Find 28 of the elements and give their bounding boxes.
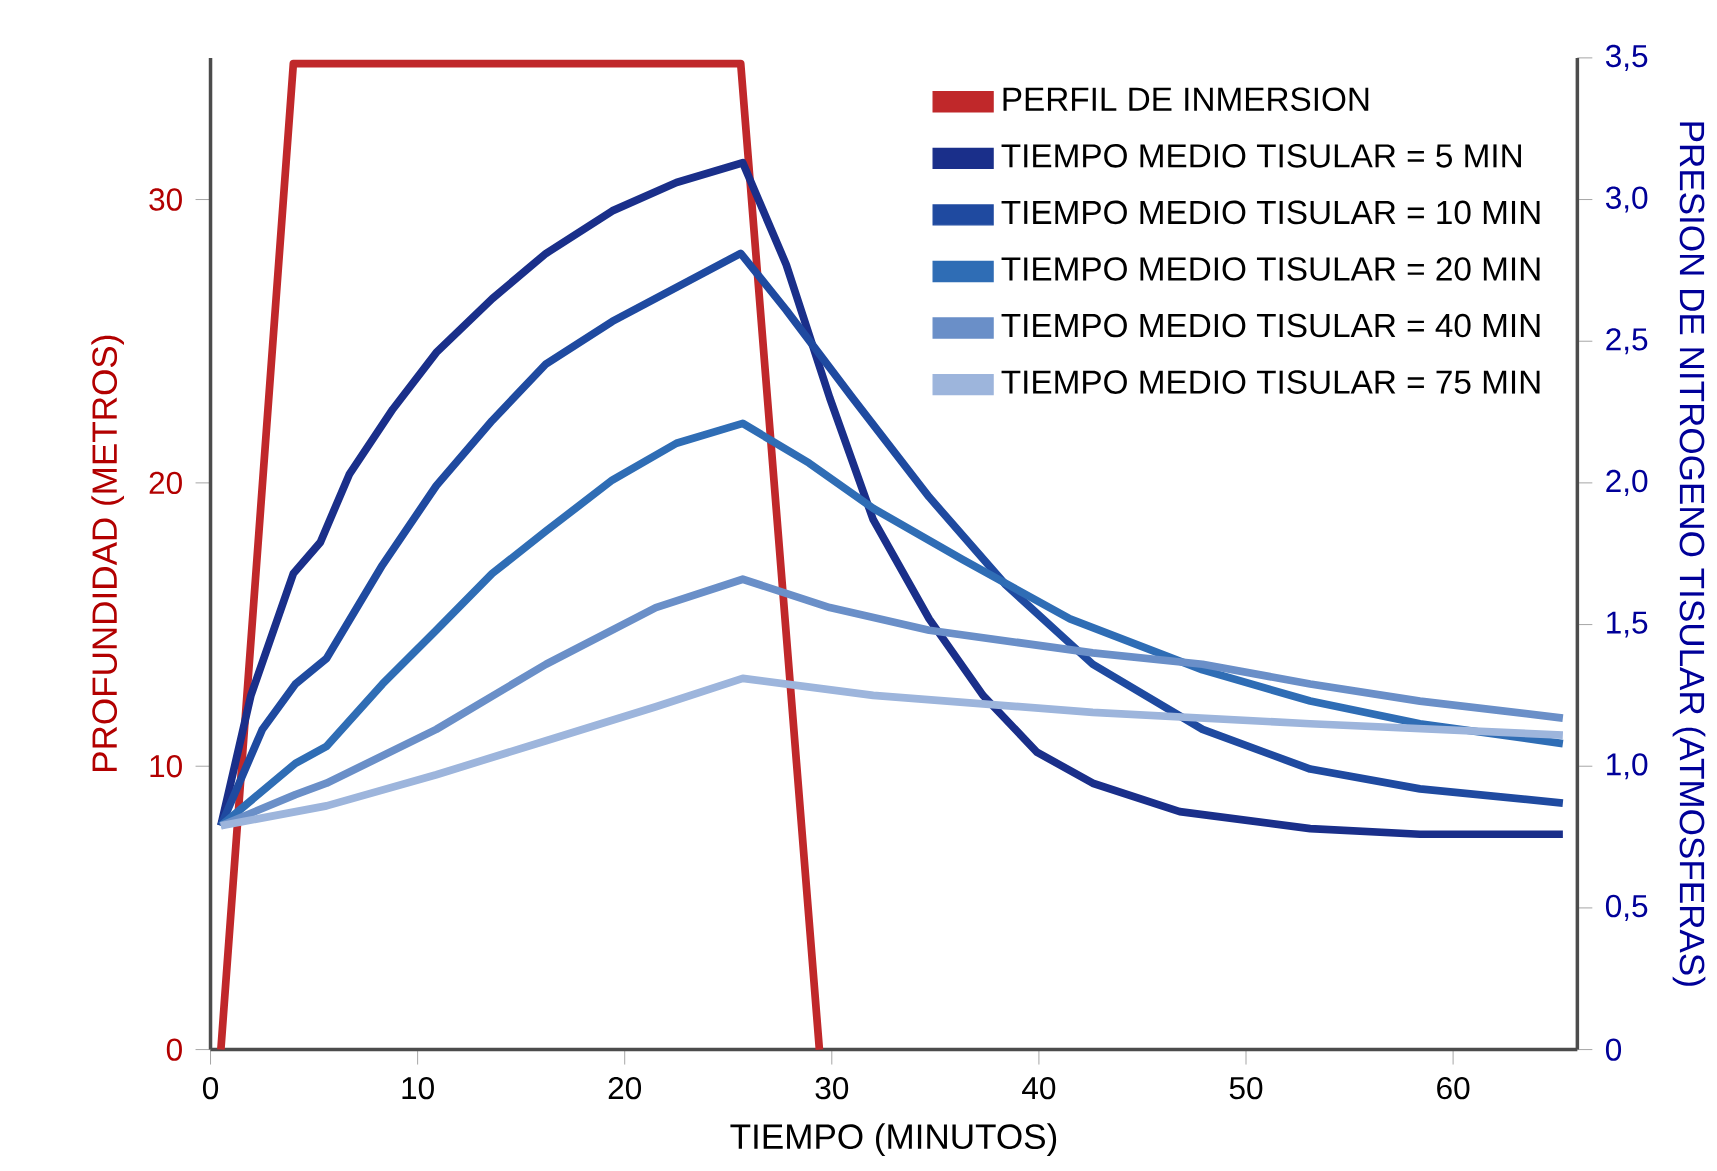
legend-label: TIEMPO MEDIO TISULAR = 40 MIN	[1001, 313, 1540, 338]
y2-tick-label: 2,0	[1606, 469, 1648, 496]
y2-tick-label: 0,5	[1605, 894, 1648, 921]
y-tick-label: 30	[149, 188, 182, 211]
y-tick-label: 20	[149, 471, 182, 494]
y2-axis-title: PRESION DE NITROGENO TISULAR (ATMOSFERAS)	[1672, 122, 1706, 986]
y2-tick-label: 2,5	[1606, 328, 1648, 355]
y-axis-title: PROFUNDIDAD (METROS)	[91, 335, 124, 771]
y2-tick-label: 3,0	[1605, 186, 1648, 213]
y2-tick-label: 3,5	[1605, 44, 1648, 71]
legend-label: TIEMPO MEDIO TISULAR = 5 MIN	[1001, 143, 1521, 168]
legend-label: TIEMPO MEDIO TISULAR = 10 MIN	[1001, 200, 1540, 225]
y2-tick-label: 1,5	[1607, 611, 1648, 638]
y-tick-label: 0	[166, 1038, 182, 1061]
x-tick-label: 20	[608, 1076, 642, 1100]
legend-label: TIEMPO MEDIO TISULAR = 75 MIN	[1001, 370, 1540, 394]
x-tick-label: 10	[402, 1076, 434, 1100]
x-tick-label: 40	[1022, 1076, 1056, 1100]
legend-label: PERFIL DE INMERSION	[1003, 87, 1369, 111]
x-axis-title: TIEMPO (MINUTOS)	[730, 1123, 1057, 1156]
x-tick-label: 50	[1229, 1076, 1263, 1100]
y2-tick-label: 1,0	[1607, 753, 1648, 780]
x-tick-label: 30	[815, 1076, 849, 1100]
x-tick-label: 0	[202, 1076, 219, 1100]
y-tick-label: 10	[150, 754, 182, 778]
y2-tick-label: 0	[1605, 1038, 1622, 1061]
legend-label: TIEMPO MEDIO TISULAR = 20 MIN	[1001, 257, 1540, 281]
x-tick-label: 60	[1437, 1076, 1470, 1100]
